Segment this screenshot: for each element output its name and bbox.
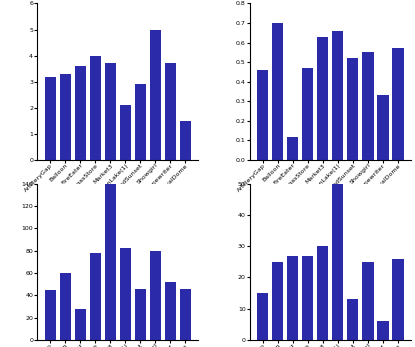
Bar	[317, 37, 329, 160]
Bar	[105, 64, 116, 160]
Bar	[377, 321, 388, 340]
Bar	[45, 77, 56, 160]
Bar	[332, 31, 344, 160]
Bar	[45, 290, 56, 340]
Bar	[287, 255, 298, 340]
Bar	[332, 184, 344, 340]
Bar	[257, 293, 269, 340]
Bar	[180, 289, 191, 340]
Bar	[362, 52, 374, 160]
Bar	[120, 248, 131, 340]
X-axis label: (b): (b)	[322, 205, 339, 215]
Bar	[302, 68, 313, 160]
Bar	[150, 251, 161, 340]
Bar	[317, 246, 329, 340]
Bar	[392, 49, 403, 160]
Bar	[60, 273, 71, 340]
Bar	[75, 66, 86, 160]
Bar	[90, 56, 101, 160]
Bar	[150, 29, 161, 160]
Bar	[287, 136, 298, 160]
Bar	[165, 64, 176, 160]
Bar	[105, 184, 116, 340]
X-axis label: (a): (a)	[110, 205, 126, 215]
Bar	[120, 105, 131, 160]
Bar	[135, 289, 146, 340]
Bar	[347, 299, 359, 340]
Bar	[377, 95, 388, 160]
Bar	[302, 255, 313, 340]
Bar	[75, 309, 86, 340]
Bar	[362, 262, 374, 340]
Bar	[90, 253, 101, 340]
Bar	[347, 58, 359, 160]
Bar	[392, 259, 403, 340]
Bar	[257, 70, 269, 160]
Bar	[135, 84, 146, 160]
Bar	[60, 74, 71, 160]
Bar	[272, 262, 283, 340]
Bar	[180, 121, 191, 160]
Bar	[272, 23, 283, 160]
Bar	[165, 282, 176, 340]
